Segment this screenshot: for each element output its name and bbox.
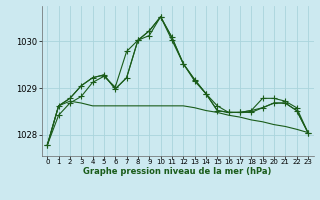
X-axis label: Graphe pression niveau de la mer (hPa): Graphe pression niveau de la mer (hPa) [84,167,272,176]
